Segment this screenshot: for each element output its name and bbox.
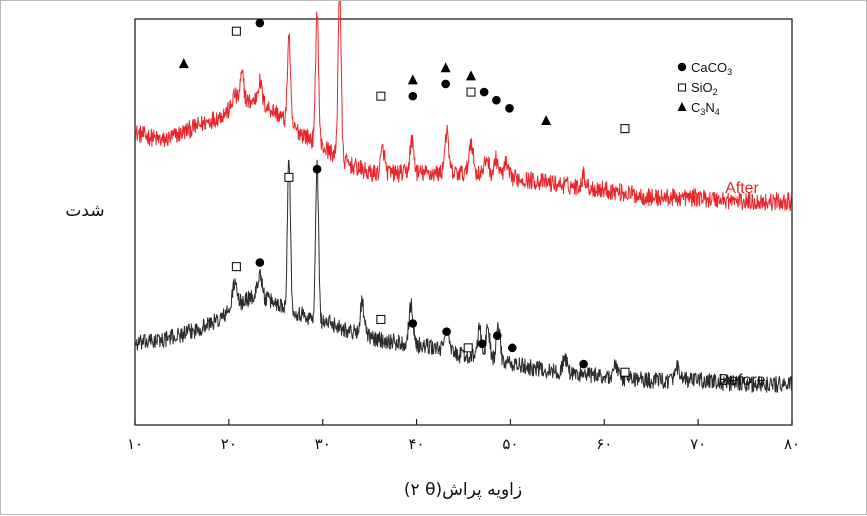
x-axis-title: (۲ θ)زاویه پراش xyxy=(404,480,522,500)
series-layer xyxy=(134,1,793,393)
x-tick-label: ۸۰ xyxy=(784,435,800,453)
series-line-after xyxy=(134,1,793,211)
caco3-marker xyxy=(255,18,265,28)
sio2-marker xyxy=(284,172,294,182)
caco3-marker xyxy=(477,339,487,349)
x-tick-label: ۱۰ xyxy=(127,435,143,453)
x-axis-ticks: ۱۰ ۲۰ ۳۰ ۴۰ ۵۰ ۶۰ ۷۰ ۸۰ xyxy=(127,419,800,453)
caco3-marker xyxy=(408,91,418,101)
legend-label-caco3: CaCO3 xyxy=(691,60,732,77)
series-label-after: After xyxy=(725,180,759,197)
legend-square-icon xyxy=(678,83,686,92)
legend-label-c3n4: C3N4 xyxy=(691,100,720,117)
c3n4-marker xyxy=(541,115,552,125)
sio2-marker xyxy=(620,124,630,134)
c3n4-marker xyxy=(466,70,477,81)
caco3-marker xyxy=(579,359,588,369)
caco3-marker xyxy=(408,319,418,328)
c3n4-marker xyxy=(440,62,451,73)
y-axis-title: شدت xyxy=(65,201,104,221)
sio2-marker xyxy=(231,262,241,272)
series-line-before xyxy=(134,159,793,393)
legend: CaCO3 SiO2 C3N4 xyxy=(677,60,732,117)
legend-triangle-icon xyxy=(677,102,687,111)
x-tick-label: ۲۰ xyxy=(221,435,237,453)
x-tick-label: ۵۰ xyxy=(502,435,518,453)
caco3-marker xyxy=(508,343,517,353)
caco3-marker xyxy=(505,104,514,113)
caco3-marker xyxy=(492,331,502,340)
c3n4-marker xyxy=(178,58,189,69)
sio2-marker xyxy=(376,91,386,101)
marker-layer xyxy=(178,18,630,377)
caco3-marker xyxy=(255,258,265,267)
x-tick-label: ۷۰ xyxy=(690,435,706,453)
legend-label-sio2: SiO2 xyxy=(691,80,718,97)
sio2-marker xyxy=(620,367,630,377)
caco3-marker xyxy=(492,95,501,105)
caco3-marker xyxy=(312,164,322,174)
sio2-marker xyxy=(466,87,476,97)
x-tick-label: ۳۰ xyxy=(315,435,331,453)
c3n4-marker xyxy=(407,74,418,85)
x-tick-label: ۴۰ xyxy=(409,435,425,453)
sio2-marker xyxy=(231,26,241,36)
caco3-marker xyxy=(479,87,489,97)
series-label-before: Before xyxy=(718,372,765,389)
caco3-marker xyxy=(442,327,451,336)
caco3-marker xyxy=(441,79,450,89)
sio2-marker xyxy=(463,343,473,353)
x-tick-label: ۶۰ xyxy=(596,435,612,453)
sio2-marker xyxy=(376,314,386,324)
legend-circle-icon xyxy=(677,62,687,72)
